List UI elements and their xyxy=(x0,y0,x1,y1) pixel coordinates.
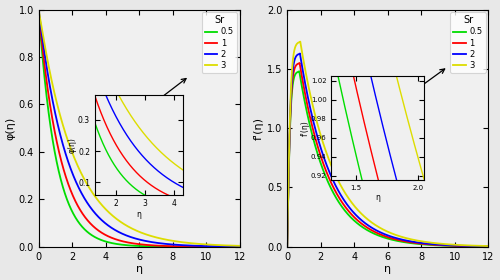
0.5 xyxy=(370,232,376,235)
X-axis label: η: η xyxy=(384,264,392,274)
1 xyxy=(36,8,42,11)
0.5 xyxy=(482,245,488,248)
0.5 xyxy=(236,245,242,248)
0.5 xyxy=(284,245,290,248)
2 xyxy=(362,221,368,224)
Line: 0.5: 0.5 xyxy=(287,71,488,247)
2 xyxy=(482,245,488,248)
1 xyxy=(211,245,217,248)
0.5 xyxy=(36,8,42,11)
2 xyxy=(36,8,42,11)
2 xyxy=(297,52,303,55)
0.5 xyxy=(362,227,368,230)
3 xyxy=(362,215,368,218)
3 xyxy=(236,244,242,248)
0.5 xyxy=(486,245,492,248)
2 xyxy=(486,245,492,248)
1 xyxy=(370,229,376,233)
3 xyxy=(482,244,488,248)
1 xyxy=(486,245,492,248)
Line: 2: 2 xyxy=(38,10,239,247)
2 xyxy=(232,245,238,248)
3 xyxy=(232,244,238,248)
0.5 xyxy=(58,181,64,184)
2 xyxy=(307,106,313,109)
2 xyxy=(319,151,325,154)
Line: 3: 3 xyxy=(38,10,239,246)
0.5 xyxy=(112,242,118,246)
2 xyxy=(236,245,242,248)
Line: 3: 3 xyxy=(287,42,488,247)
2 xyxy=(58,138,64,141)
Legend: 0.5, 1, 2, 3: 0.5, 1, 2, 3 xyxy=(202,12,237,73)
3 xyxy=(307,92,313,96)
X-axis label: η: η xyxy=(136,264,142,274)
3 xyxy=(70,154,76,157)
Line: 1: 1 xyxy=(38,10,239,247)
1 xyxy=(319,158,325,162)
1 xyxy=(58,160,64,164)
Line: 2: 2 xyxy=(287,53,488,247)
0.5 xyxy=(296,70,302,73)
1 xyxy=(296,61,302,65)
0.5 xyxy=(70,212,76,216)
0.5 xyxy=(122,243,128,247)
Y-axis label: φ(η): φ(η) xyxy=(6,116,16,140)
2 xyxy=(284,245,290,248)
3 xyxy=(319,138,325,142)
3 xyxy=(284,245,290,248)
2 xyxy=(70,174,76,178)
2 xyxy=(112,229,118,232)
3 xyxy=(211,243,217,247)
2 xyxy=(122,233,128,236)
3 xyxy=(370,222,376,225)
0.5 xyxy=(211,245,217,248)
Y-axis label: f'(η): f'(η) xyxy=(254,117,264,140)
1 xyxy=(122,240,128,243)
Line: 0.5: 0.5 xyxy=(38,10,239,247)
1 xyxy=(482,245,488,248)
3 xyxy=(298,40,304,43)
2 xyxy=(460,244,466,248)
0.5 xyxy=(460,244,466,248)
0.5 xyxy=(307,125,313,128)
1 xyxy=(112,238,118,241)
1 xyxy=(236,245,242,248)
3 xyxy=(36,8,42,11)
2 xyxy=(370,227,376,230)
1 xyxy=(284,245,290,248)
3 xyxy=(122,223,128,226)
1 xyxy=(307,116,313,120)
3 xyxy=(460,244,466,247)
1 xyxy=(70,195,76,199)
Legend: 0.5, 1, 2, 3: 0.5, 1, 2, 3 xyxy=(450,12,486,73)
1 xyxy=(232,245,238,248)
2 xyxy=(211,244,217,248)
1 xyxy=(460,244,466,248)
Line: 1: 1 xyxy=(287,63,488,247)
3 xyxy=(486,244,492,248)
3 xyxy=(58,119,64,122)
0.5 xyxy=(319,165,325,169)
0.5 xyxy=(232,245,238,248)
3 xyxy=(112,216,118,220)
1 xyxy=(362,224,368,227)
